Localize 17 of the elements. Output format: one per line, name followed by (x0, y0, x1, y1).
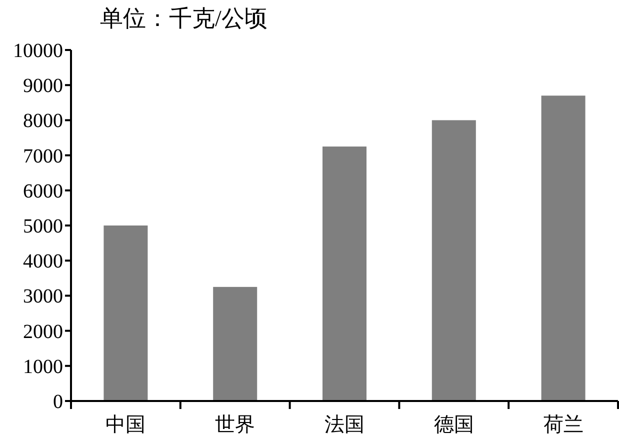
y-tick-label: 9000 (23, 75, 63, 98)
y-tick-label: 8000 (23, 110, 63, 132)
y-tick-label: 4000 (23, 250, 63, 273)
x-tick-label: 世界 (215, 414, 256, 436)
y-tick-label: 2000 (23, 320, 63, 343)
y-tick-label: 0 (53, 391, 63, 413)
y-tick-label: 6000 (23, 180, 63, 202)
y-tick-label: 10000 (13, 40, 63, 62)
x-tick-label: 法国 (324, 414, 364, 436)
title: 单位：千克/公顷 (100, 6, 268, 31)
x-tick-label: 荷兰 (543, 414, 584, 436)
y-tick-label: 5000 (23, 216, 63, 238)
x-tick-label: 中国 (106, 414, 146, 436)
x-tick-label: 德国 (434, 414, 474, 436)
y-tick-label: 3000 (23, 286, 63, 308)
y-tick-label: 7000 (23, 145, 63, 168)
y-tick-label: 1000 (23, 356, 63, 378)
